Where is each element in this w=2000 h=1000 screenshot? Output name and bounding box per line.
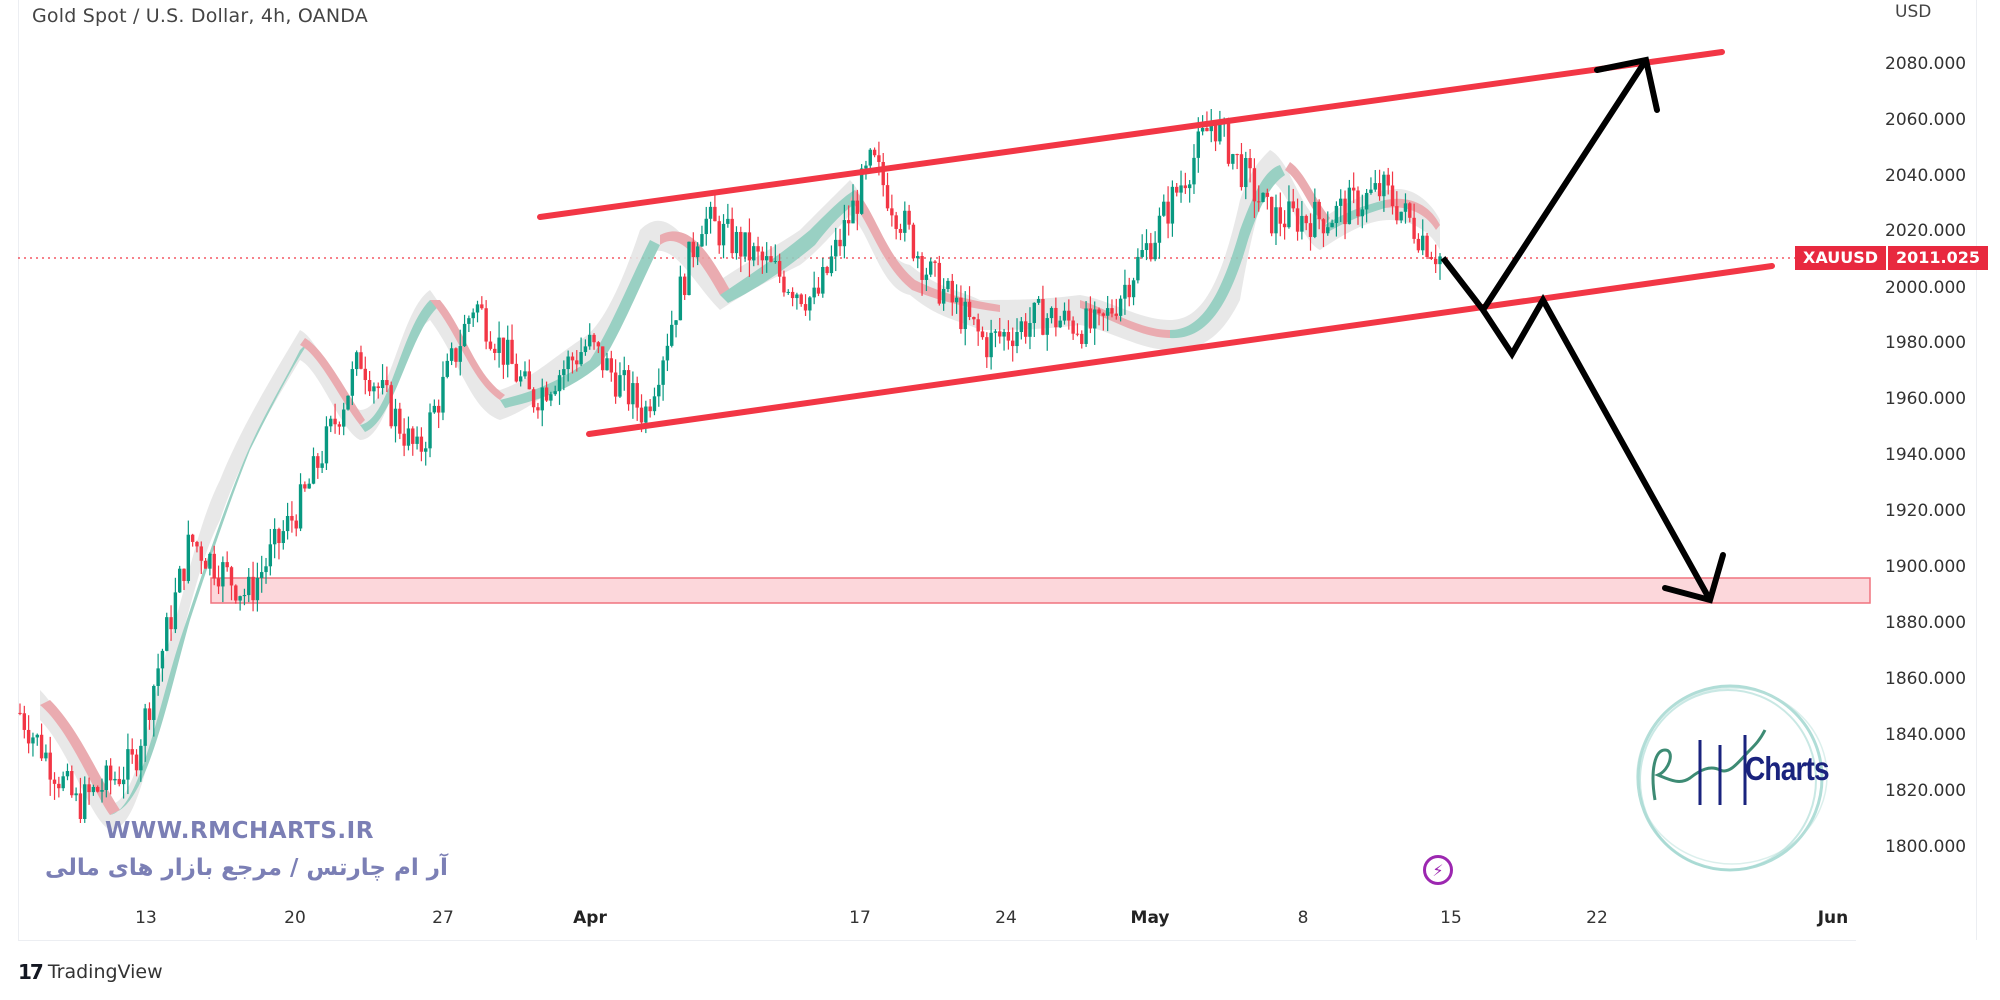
time-tick: 27 — [432, 908, 454, 928]
price-tick: 2080.000 — [1885, 54, 1967, 74]
price-tick: 2060.000 — [1885, 110, 1967, 130]
time-tick: 24 — [995, 908, 1017, 928]
price-tick: 1860.000 — [1885, 669, 1967, 689]
lightning-bolt-icon[interactable]: ⚡ — [1423, 855, 1453, 885]
price-tick: 1980.000 — [1885, 333, 1967, 353]
tradingview-logo-icon: 17 — [18, 960, 44, 984]
last-price-value: 2011.025 — [1888, 246, 1989, 270]
time-tick: 20 — [284, 908, 306, 928]
last-price-symbol: XAUUSD — [1795, 246, 1889, 270]
tradingview-label: TradingView — [47, 961, 163, 983]
rmcharts-logo-text: Charts — [1745, 750, 1830, 787]
price-tick: 1880.000 — [1885, 613, 1967, 633]
tradingview-brand[interactable]: 17 TradingView — [18, 960, 163, 984]
scenario-up-path[interactable] — [1440, 58, 1649, 316]
time-tick: Jun — [1817, 908, 1849, 928]
price-tick: 1840.000 — [1885, 725, 1967, 745]
price-axis[interactable] — [1856, 0, 1977, 940]
price-tick: 1940.000 — [1885, 445, 1967, 465]
time-tick: 13 — [135, 908, 157, 928]
price-tick: 2040.000 — [1885, 166, 1967, 186]
price-tick: 2020.000 — [1885, 221, 1967, 241]
time-tick: 15 — [1440, 908, 1462, 928]
price-tick: 1960.000 — [1885, 389, 1967, 409]
channel-lower-line[interactable] — [586, 263, 1775, 437]
scenario-down-path[interactable] — [1480, 293, 1713, 602]
time-tick: 22 — [1586, 908, 1608, 928]
candlesticks — [18, 109, 1442, 823]
arrow-down-head-icon — [1662, 552, 1726, 604]
last-price-tag: XAUUSD 2011.025 — [1795, 246, 1989, 270]
price-tick: 1800.000 — [1885, 837, 1967, 857]
time-tick: Apr — [573, 908, 607, 928]
price-tick: 1920.000 — [1885, 501, 1967, 521]
arrow-up-head-icon — [1594, 56, 1660, 113]
watermark-url: WWW.RMCHARTS.IR — [105, 818, 374, 844]
time-tick: 8 — [1297, 908, 1309, 928]
channel-upper-line[interactable] — [537, 49, 1725, 220]
price-tick: 1820.000 — [1885, 781, 1967, 801]
watermark-tagline: آر ام چارتس / مرجع بازار های مالی — [45, 855, 448, 881]
price-tick: 1900.000 — [1885, 557, 1967, 577]
chart-title: Gold Spot / U.S. Dollar, 4h, OANDA — [32, 5, 368, 27]
time-tick: 17 — [849, 908, 871, 928]
rmcharts-logo — [1636, 684, 1828, 872]
demand-zone[interactable] — [210, 577, 1871, 604]
price-axis-unit: USD — [1895, 2, 1932, 22]
time-tick: May — [1130, 908, 1170, 928]
price-tick: 2000.000 — [1885, 278, 1967, 298]
chart-pane[interactable] — [18, 0, 1856, 941]
